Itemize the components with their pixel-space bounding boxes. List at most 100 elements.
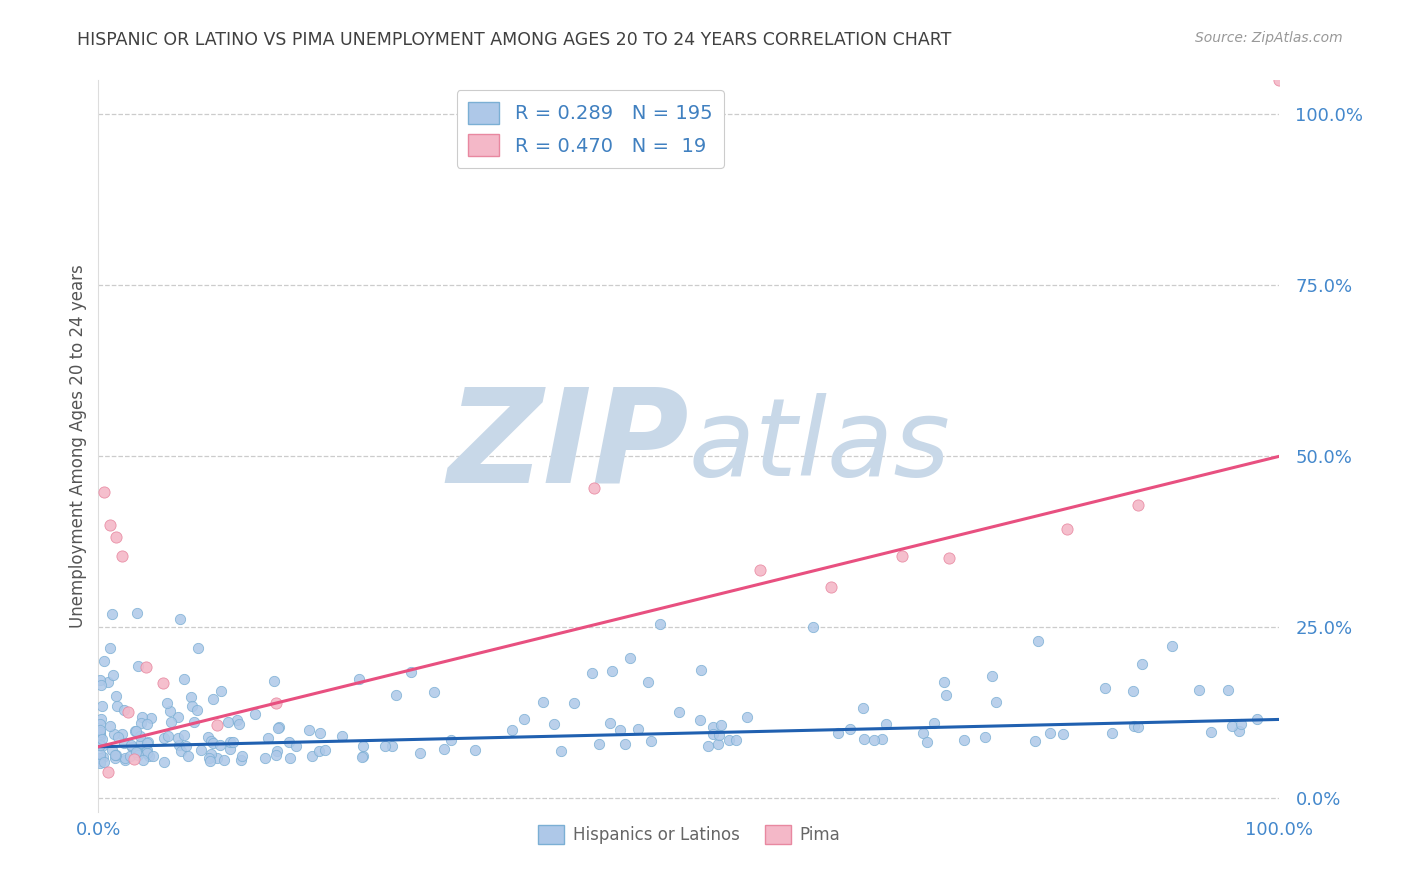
Point — [103, 747, 125, 762]
Point — [98, 640, 121, 655]
Point — [710, 718, 733, 732]
Point — [352, 748, 374, 763]
Point — [266, 721, 288, 735]
Point — [409, 747, 432, 761]
Point — [1122, 683, 1144, 698]
Point — [209, 738, 232, 752]
Point — [1268, 73, 1291, 87]
Point — [531, 695, 554, 709]
Point — [609, 723, 631, 738]
Point — [200, 734, 222, 748]
Point — [91, 731, 114, 746]
Point — [640, 734, 662, 748]
Y-axis label: Unemployment Among Ages 20 to 24 years: Unemployment Among Ages 20 to 24 years — [69, 264, 87, 628]
Point — [89, 750, 111, 764]
Point — [702, 720, 724, 734]
Point — [198, 754, 221, 768]
Point — [114, 753, 136, 767]
Point — [124, 724, 146, 739]
Point — [156, 696, 179, 710]
Point — [737, 710, 759, 724]
Point — [97, 764, 120, 779]
Point — [1132, 657, 1154, 672]
Point — [689, 713, 711, 727]
Point — [347, 672, 370, 686]
Point — [513, 711, 536, 725]
Point — [89, 756, 111, 770]
Point — [583, 481, 606, 495]
Point — [103, 727, 125, 741]
Point — [932, 674, 955, 689]
Point — [257, 731, 280, 745]
Point — [183, 715, 205, 730]
Point — [167, 710, 190, 724]
Point — [1188, 683, 1211, 698]
Point — [89, 731, 111, 745]
Point — [127, 745, 149, 759]
Point — [581, 666, 603, 681]
Legend: Hispanics or Latinos, Pima: Hispanics or Latinos, Pima — [531, 818, 846, 851]
Point — [219, 741, 242, 756]
Point — [697, 739, 720, 754]
Point — [105, 747, 128, 762]
Point — [245, 707, 267, 722]
Point — [136, 734, 159, 748]
Point — [128, 729, 150, 743]
Point — [222, 735, 245, 749]
Point — [131, 753, 153, 767]
Point — [217, 715, 239, 730]
Point — [263, 674, 285, 689]
Point — [1101, 726, 1123, 740]
Point — [668, 705, 690, 719]
Point — [89, 754, 111, 768]
Point — [440, 733, 463, 747]
Point — [350, 750, 373, 764]
Point — [157, 729, 180, 743]
Point — [1128, 720, 1150, 734]
Point — [127, 658, 149, 673]
Point — [98, 518, 121, 533]
Point — [1056, 522, 1078, 536]
Point — [198, 751, 221, 765]
Point — [89, 673, 111, 688]
Point — [690, 663, 713, 677]
Point — [301, 748, 323, 763]
Point — [550, 744, 572, 758]
Point — [264, 696, 287, 710]
Point — [186, 703, 208, 717]
Point — [718, 733, 741, 747]
Point — [385, 688, 408, 702]
Point — [112, 702, 135, 716]
Point — [120, 738, 142, 752]
Point — [135, 743, 157, 757]
Point — [166, 731, 188, 745]
Point — [381, 739, 404, 754]
Point — [101, 668, 124, 682]
Point — [264, 747, 287, 762]
Point — [709, 728, 731, 742]
Point — [159, 705, 181, 719]
Point — [127, 606, 149, 620]
Point — [254, 751, 277, 765]
Point — [169, 612, 191, 626]
Point — [332, 729, 354, 743]
Point — [219, 735, 242, 749]
Point — [1052, 727, 1074, 741]
Point — [111, 549, 134, 564]
Point — [228, 717, 250, 731]
Point — [187, 641, 209, 656]
Point — [180, 698, 202, 713]
Point — [129, 736, 152, 750]
Point — [202, 691, 225, 706]
Point — [127, 748, 149, 763]
Point — [121, 739, 143, 754]
Point — [104, 750, 127, 764]
Point — [98, 719, 121, 733]
Point — [1227, 724, 1250, 739]
Point — [314, 743, 336, 757]
Point — [852, 700, 875, 714]
Point — [562, 696, 585, 710]
Point — [1094, 681, 1116, 696]
Point — [135, 717, 157, 731]
Point — [614, 737, 637, 751]
